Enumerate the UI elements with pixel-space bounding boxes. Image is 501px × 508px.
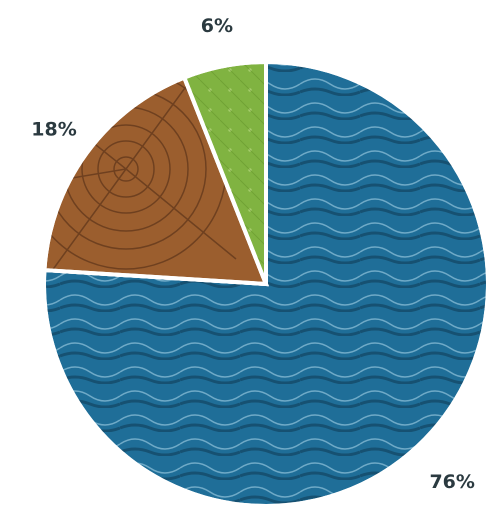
slice-texture — [42, 59, 490, 508]
slice-label: 76% — [429, 471, 474, 493]
slice-texture — [181, 59, 268, 285]
slice-label: 18% — [31, 119, 76, 141]
slice-label: 6% — [201, 15, 233, 37]
slice-texture — [42, 74, 270, 287]
